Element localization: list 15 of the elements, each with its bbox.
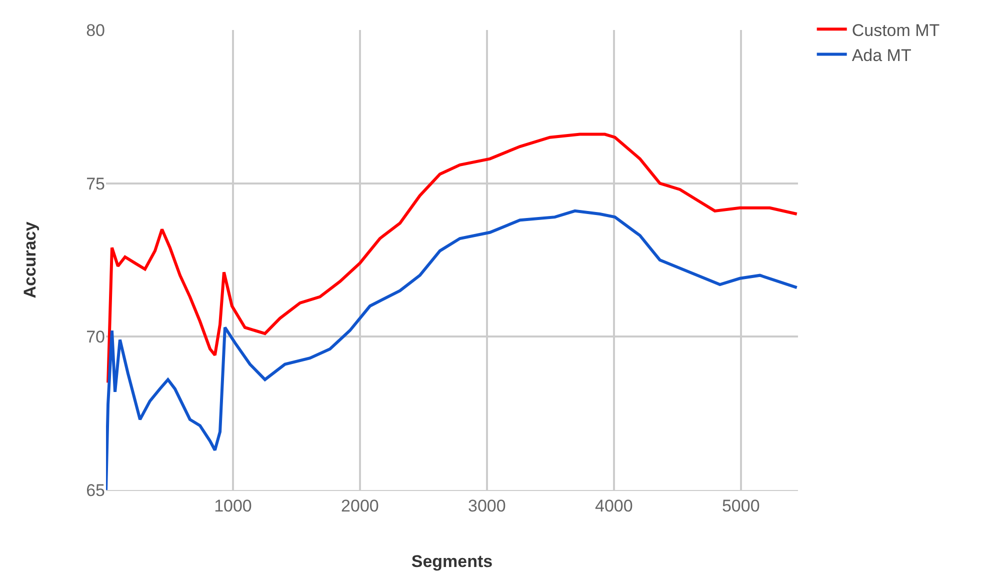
y-tick-label: 70: [86, 328, 105, 347]
y-tick-label: 75: [86, 174, 105, 194]
legend-label: Ada MT: [852, 46, 912, 65]
y-axis-title: Accuracy: [20, 221, 40, 298]
x-tick-label: 1000: [214, 496, 252, 516]
legend-label: Custom MT: [852, 20, 940, 40]
x-tick-label: 4000: [594, 496, 633, 516]
y-tick-label: 65: [86, 480, 105, 500]
x-axis-title: Segments: [411, 552, 493, 571]
line-series: [106, 132, 798, 384]
x-tick-label: 5000: [722, 496, 760, 516]
y-tick-label: 80: [86, 20, 105, 40]
x-tick-label: 2000: [341, 496, 379, 516]
line-series: [106, 209, 798, 490]
x-tick-label: 3000: [468, 496, 506, 516]
